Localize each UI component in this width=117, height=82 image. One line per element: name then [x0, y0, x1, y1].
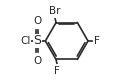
- Text: Cl: Cl: [21, 36, 31, 46]
- Text: O: O: [33, 56, 41, 66]
- Text: F: F: [94, 36, 100, 46]
- Text: F: F: [54, 66, 60, 76]
- Text: S: S: [33, 35, 41, 47]
- Text: O: O: [33, 16, 41, 26]
- Text: Br: Br: [49, 6, 61, 16]
